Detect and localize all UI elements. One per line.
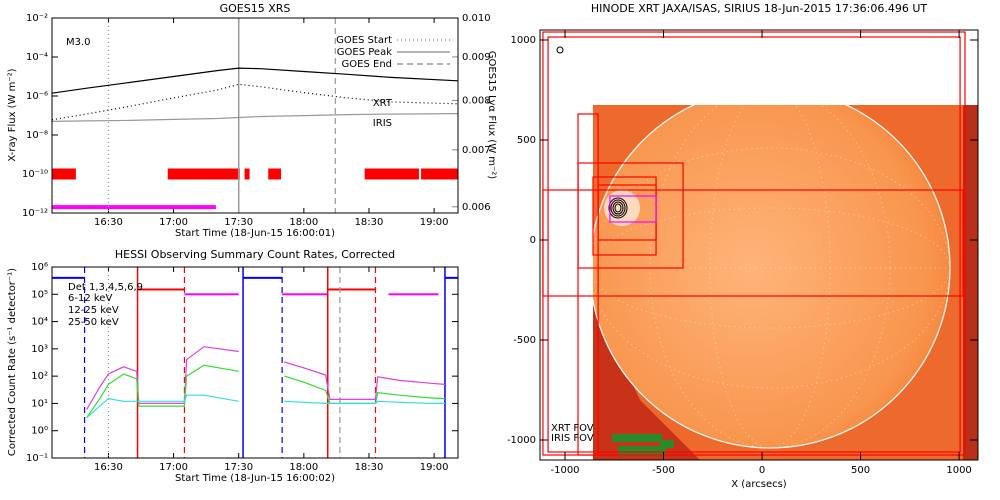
coverage-label: IRIS bbox=[373, 118, 392, 129]
coverage-bar bbox=[421, 168, 458, 180]
chart-title: HESSI Observing Summary Count Rates, Cor… bbox=[115, 248, 395, 261]
y-tick-label: 10⁴ bbox=[31, 317, 48, 328]
y-tick-label: 500 bbox=[517, 135, 536, 146]
y-tick-label: 10¹ bbox=[31, 398, 48, 409]
y-tick-label: 10⁻¹⁰ bbox=[22, 169, 48, 180]
coverage-bar bbox=[167, 168, 240, 180]
y2-tick-label: 0.006 bbox=[462, 202, 491, 213]
y-tick-label: 10⁵ bbox=[31, 289, 48, 300]
y-tick-label: 10⁻⁴ bbox=[26, 52, 48, 63]
y-tick-label: 10³ bbox=[31, 344, 48, 355]
x-tick-label: 17:00 bbox=[159, 462, 188, 473]
series-line bbox=[51, 113, 459, 122]
y-tick-label: 1000 bbox=[511, 35, 536, 46]
coverage-bar bbox=[52, 276, 85, 279]
chart-title: GOES15 XRS bbox=[220, 2, 291, 15]
fov-box bbox=[542, 189, 964, 297]
y-axis-label: Corrected Count Rate (s⁻¹ detector⁻¹) bbox=[7, 268, 18, 456]
flare-contours bbox=[608, 197, 628, 219]
coverage-bar bbox=[244, 168, 250, 180]
y-tick-label: 10⁻² bbox=[26, 13, 48, 24]
y-tick-label: 0 bbox=[530, 235, 536, 246]
x-tick-label: -1000 bbox=[550, 465, 579, 476]
x-tick-label: 18:30 bbox=[355, 462, 384, 473]
coverage-bar bbox=[388, 293, 439, 296]
x-tick-label: 16:30 bbox=[94, 217, 123, 228]
y-tick-label: 10⁻⁶ bbox=[26, 91, 48, 102]
annotation: Det 1,3,4,5,6,9 bbox=[68, 282, 143, 293]
y2-axis-label: GOES15 Lyα Flux (W m⁻²) bbox=[486, 51, 497, 179]
coverage-bar bbox=[444, 276, 458, 279]
annotation: M3.0 bbox=[66, 37, 91, 48]
x-tick-label: 18:00 bbox=[289, 462, 318, 473]
x-tick-label: 17:30 bbox=[224, 217, 253, 228]
x-tick-label: 0 bbox=[759, 465, 765, 476]
coverage-bar bbox=[364, 168, 419, 180]
series-line bbox=[51, 83, 459, 121]
coverage-bar bbox=[282, 293, 328, 296]
fov-box bbox=[609, 195, 657, 223]
x-axis-label: Start Time (18-Jun-15 16:00:02) bbox=[175, 473, 335, 484]
coverage-bar bbox=[327, 288, 376, 291]
y-tick-label: 10⁶ bbox=[31, 262, 48, 273]
y-tick-label: 10⁰ bbox=[31, 426, 48, 437]
x-axis-label: Start Time (18-Jun-15 16:00:01) bbox=[175, 228, 335, 239]
x-tick-label: 18:00 bbox=[289, 217, 318, 228]
x-tick-label: 1000 bbox=[946, 465, 971, 476]
y-tick-label: 10² bbox=[31, 371, 48, 382]
coverage-bar bbox=[137, 288, 185, 291]
coverage-bar bbox=[184, 293, 239, 296]
chart-title: HINODE XRT JAXA/ISAS, SIRIUS 18-Jun-2015… bbox=[591, 2, 928, 15]
fov-label: IRIS FOV bbox=[551, 433, 594, 444]
xrt-image bbox=[593, 105, 978, 460]
image-artifacts bbox=[612, 434, 674, 456]
y-tick-label: 10⁻¹ bbox=[26, 453, 48, 464]
coverage-bar bbox=[268, 168, 282, 180]
y2-tick-label: 0.008 bbox=[462, 95, 491, 106]
x-tick-label: 17:30 bbox=[224, 462, 253, 473]
y-axis-label: X-ray Flux (W m⁻²) bbox=[7, 68, 18, 161]
plot-frame bbox=[51, 266, 459, 459]
y2-tick-label: 0.010 bbox=[462, 13, 491, 24]
y-tick-label: -1000 bbox=[507, 435, 536, 446]
y-tick-label: 10⁻⁸ bbox=[26, 130, 48, 141]
legend-label: GOES Peak bbox=[337, 47, 392, 58]
coverage-bar bbox=[52, 168, 76, 180]
fov-box bbox=[577, 113, 599, 456]
image-edge bbox=[963, 105, 978, 460]
legend-label: GOES Start bbox=[336, 35, 392, 46]
legend-label: 25-50 keV bbox=[68, 317, 119, 328]
flare-glow bbox=[604, 190, 640, 226]
x-tick-label: 19:00 bbox=[420, 217, 449, 228]
y2-tick-label: 0.007 bbox=[462, 145, 491, 156]
coverage-bar bbox=[243, 276, 283, 279]
x-tick-label: 16:30 bbox=[94, 462, 123, 473]
image-dark-corner bbox=[593, 300, 700, 460]
x-tick-label: 500 bbox=[851, 465, 870, 476]
coverage-label: XRT bbox=[373, 98, 393, 109]
x-tick-label: 18:30 bbox=[355, 217, 384, 228]
legend-label: 12-25 keV bbox=[68, 305, 119, 316]
y2-tick-label: 0.009 bbox=[462, 52, 491, 63]
plot-frame bbox=[539, 29, 979, 461]
x-tick-label: -500 bbox=[652, 465, 675, 476]
fov-box bbox=[577, 162, 684, 269]
series-line bbox=[51, 67, 459, 94]
coverage-bar bbox=[52, 205, 216, 210]
fov-box bbox=[547, 36, 961, 453]
series-line bbox=[86, 394, 445, 419]
y-tick-label: 10⁻¹² bbox=[22, 208, 48, 219]
x-axis-label: X (arcsecs) bbox=[731, 479, 787, 490]
x-tick-label: 17:00 bbox=[159, 217, 188, 228]
fov-label: XRT FOV bbox=[551, 423, 594, 434]
legend-label: GOES End bbox=[342, 59, 392, 70]
plot-frame bbox=[51, 17, 459, 214]
x-tick-label: 19:00 bbox=[420, 462, 449, 473]
legend-label: 6-12 keV bbox=[68, 293, 112, 304]
y-tick-label: -500 bbox=[513, 335, 536, 346]
marker-circle bbox=[556, 46, 564, 54]
